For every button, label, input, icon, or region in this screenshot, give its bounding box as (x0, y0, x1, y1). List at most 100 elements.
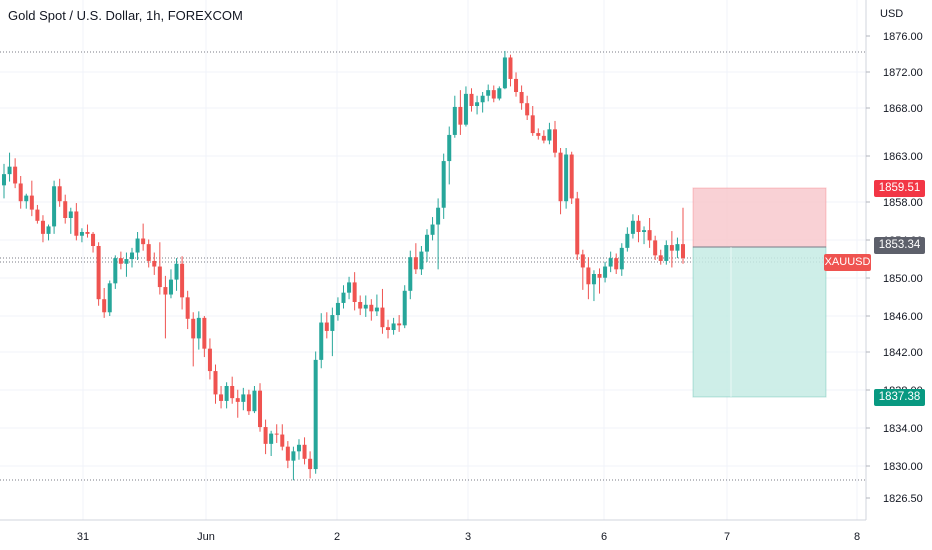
candle-bullish[interactable] (497, 86, 502, 101)
candle-bullish[interactable] (124, 252, 129, 277)
candle-bullish[interactable] (24, 193, 29, 209)
candle-bearish[interactable] (235, 389, 240, 418)
candle-bullish[interactable] (486, 84, 491, 102)
candle-bearish[interactable] (219, 386, 224, 409)
stop-loss-zone[interactable] (692, 187, 827, 248)
candle-bullish[interactable] (630, 214, 635, 239)
candle-bearish[interactable] (519, 85, 524, 110)
candle-bearish[interactable] (85, 224, 90, 238)
short-position-tool[interactable] (692, 187, 827, 398)
candle-bullish[interactable] (625, 227, 630, 252)
candle-bullish[interactable] (608, 251, 613, 273)
candle-bearish[interactable] (530, 106, 535, 136)
candle-bullish[interactable] (196, 311, 201, 350)
candle-bearish[interactable] (213, 364, 218, 404)
candle-bullish[interactable] (241, 387, 246, 411)
candle-bearish[interactable] (207, 338, 212, 380)
candle-bearish[interactable] (163, 275, 168, 339)
candle-bearish[interactable] (458, 90, 463, 135)
candle-bearish[interactable] (191, 312, 196, 367)
candle-bullish[interactable] (269, 430, 274, 456)
candle-bullish[interactable] (113, 255, 118, 289)
candle-bullish[interactable] (452, 95, 457, 138)
candle-bearish[interactable] (680, 207, 686, 264)
candle-bearish[interactable] (386, 319, 391, 339)
candle-bearish[interactable] (380, 288, 385, 334)
candle-bullish[interactable] (603, 261, 608, 283)
candle-bullish[interactable] (564, 148, 569, 209)
candle-bullish[interactable] (174, 258, 179, 291)
candle-bearish[interactable] (13, 158, 18, 189)
candle-bearish[interactable] (302, 437, 307, 465)
candle-bullish[interactable] (619, 243, 624, 276)
candle-bearish[interactable] (658, 249, 663, 265)
candle-bearish[interactable] (558, 148, 563, 215)
candle-bearish[interactable] (541, 130, 546, 144)
candle-bullish[interactable] (475, 95, 480, 115)
price-axis[interactable]: 1876.001872.001868.001863.001858.001854.… (865, 0, 932, 550)
candle-bullish[interactable] (502, 50, 507, 90)
candle-bearish[interactable] (102, 288, 107, 318)
candle-bullish[interactable] (313, 351, 318, 474)
candle-bearish[interactable] (91, 232, 96, 253)
candle-bullish[interactable] (7, 152, 12, 182)
candle-bearish[interactable] (258, 383, 263, 432)
candle-bearish[interactable] (552, 120, 557, 158)
candle-bearish[interactable] (280, 424, 285, 451)
candle-bullish[interactable] (252, 386, 257, 414)
candle-bearish[interactable] (152, 252, 157, 275)
candle-bearish[interactable] (514, 72, 519, 97)
candle-bullish[interactable] (68, 207, 73, 234)
candle-bearish[interactable] (491, 85, 496, 103)
candle-bullish[interactable] (374, 294, 379, 316)
candle-bearish[interactable] (586, 257, 591, 300)
candle-bullish[interactable] (436, 198, 441, 270)
candle-bullish[interactable] (547, 122, 552, 145)
candle-bullish[interactable] (463, 86, 468, 127)
candle-bearish[interactable] (157, 242, 162, 295)
candle-bullish[interactable] (52, 180, 57, 234)
candle-bullish[interactable] (402, 285, 407, 329)
candle-bearish[interactable] (63, 194, 68, 224)
candle-bullish[interactable] (168, 269, 173, 299)
candle-bullish[interactable] (391, 317, 396, 335)
candle-bullish[interactable] (441, 153, 446, 219)
candle-bullish[interactable] (363, 295, 368, 317)
take-profit-zone[interactable] (692, 246, 827, 398)
candle-bullish[interactable] (130, 247, 135, 268)
candle-bullish[interactable] (46, 224, 51, 241)
candle-bearish[interactable] (308, 451, 313, 479)
candle-bullish[interactable] (1, 163, 7, 199)
candle-bearish[interactable] (580, 249, 585, 290)
candle-bearish[interactable] (180, 256, 185, 310)
candle-bullish[interactable] (424, 229, 429, 262)
candle-bullish[interactable] (107, 280, 112, 316)
candle-bearish[interactable] (508, 54, 513, 87)
candle-bullish[interactable] (642, 226, 647, 245)
candle-bearish[interactable] (246, 389, 251, 415)
candle-bullish[interactable] (335, 297, 340, 321)
candle-bullish[interactable] (408, 250, 413, 300)
candle-bullish[interactable] (224, 382, 229, 409)
candle-bearish[interactable] (274, 424, 279, 443)
candle-bullish[interactable] (319, 313, 324, 369)
time-axis[interactable]: 31 Jun 2 3 6 7 8 (0, 519, 866, 550)
candle-bullish[interactable] (675, 237, 680, 259)
candle-bullish[interactable] (135, 232, 140, 260)
candle-bearish[interactable] (597, 268, 602, 294)
candle-bearish[interactable] (536, 128, 541, 140)
candle-bearish[interactable] (263, 419, 268, 455)
candle-bullish[interactable] (291, 446, 296, 481)
candle-bearish[interactable] (29, 180, 34, 217)
candle-bearish[interactable] (647, 218, 652, 248)
candle-bullish[interactable] (591, 270, 596, 302)
candle-bullish[interactable] (419, 246, 424, 275)
candle-bearish[interactable] (369, 299, 374, 321)
candle-bearish[interactable] (653, 235, 658, 260)
candle-bearish[interactable] (397, 315, 402, 332)
candle-bullish[interactable] (664, 240, 669, 265)
candle-bullish[interactable] (430, 217, 435, 241)
candle-bearish[interactable] (352, 272, 357, 311)
candle-bearish[interactable] (40, 215, 45, 243)
